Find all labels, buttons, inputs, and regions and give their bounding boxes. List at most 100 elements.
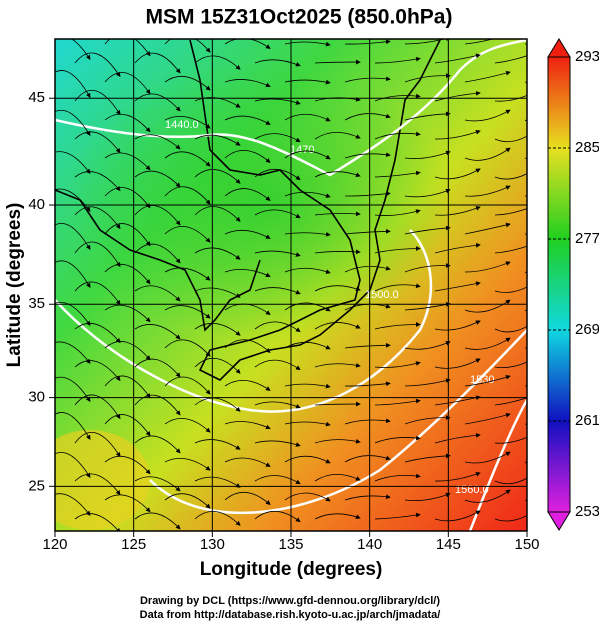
streamline (374, 209, 421, 216)
streamline (164, 151, 211, 167)
streamline (404, 150, 451, 159)
streamline (134, 134, 181, 150)
streamline (464, 374, 511, 387)
streamline (164, 339, 211, 357)
colorbar-body (547, 56, 571, 513)
streamline (164, 457, 211, 471)
streamline (74, 322, 121, 344)
streamline (74, 394, 121, 420)
streamline (74, 241, 121, 268)
streamline (164, 75, 211, 91)
streamline (404, 263, 451, 273)
streamline (104, 72, 151, 95)
streamline (344, 381, 391, 387)
streamline (314, 362, 361, 368)
streamline (404, 341, 451, 350)
streamline (494, 286, 527, 293)
streamline (164, 418, 211, 433)
streamline (404, 39, 451, 45)
streamline (254, 510, 301, 523)
x-tick-label: 135 (278, 536, 303, 553)
streamline (134, 358, 181, 378)
streamline (284, 302, 331, 312)
streamline (374, 170, 421, 178)
streamline (164, 267, 211, 281)
streamline (254, 209, 301, 219)
streamline (494, 515, 527, 522)
streamline (284, 150, 331, 160)
streamline (374, 473, 421, 482)
streamline (194, 397, 241, 412)
x-tick-label: 140 (357, 536, 382, 553)
streamline (74, 206, 121, 230)
y-tick-label: 45 (28, 89, 45, 106)
streamline (344, 152, 391, 159)
streamline (344, 494, 391, 501)
streamline (464, 39, 495, 45)
streamline (494, 397, 527, 406)
colorbar-extend (547, 38, 571, 58)
contour-label: 1470 (290, 144, 314, 156)
streamline (194, 55, 241, 70)
streamline (104, 375, 151, 399)
streamline (284, 492, 331, 502)
streamline (494, 55, 527, 64)
streamline (74, 171, 121, 192)
contour-label: 1500.0 (365, 289, 399, 301)
streamline (404, 188, 451, 198)
streamline (404, 73, 451, 83)
streamline (55, 412, 91, 440)
streamline (284, 231, 331, 237)
streamline (314, 438, 361, 444)
temperature-field (70, 60, 450, 340)
streamline (55, 110, 91, 136)
streamline (254, 250, 301, 257)
streamline (74, 513, 121, 531)
streamline (434, 432, 481, 444)
streamline (464, 222, 511, 235)
streamline (464, 109, 511, 122)
streamline (134, 52, 181, 74)
streamline (434, 471, 481, 482)
streamline (464, 147, 511, 161)
streamline (404, 415, 451, 425)
colorbar-tick-label: 253 (575, 503, 599, 520)
streamline (314, 473, 361, 482)
streamline (194, 206, 241, 222)
contour-label: 1530 (470, 374, 494, 386)
streamline (164, 39, 211, 53)
streamline (284, 383, 331, 389)
streamline (434, 358, 481, 369)
coastline (55, 189, 261, 332)
streamline (134, 394, 181, 416)
streamline (464, 185, 511, 197)
streamline (284, 191, 331, 198)
streamlines (55, 39, 527, 531)
colorbar-tick-label: 261 (575, 412, 599, 429)
map-area: 1440.0 1470 1500.0 1530 1560.0 (55, 39, 527, 531)
streamline (464, 451, 511, 464)
streamline (224, 39, 271, 49)
streamline (494, 135, 527, 143)
streamline (55, 223, 91, 250)
contour (55, 39, 527, 177)
grid (55, 39, 527, 531)
streamline (224, 492, 271, 506)
streamline (464, 412, 511, 425)
streamline (434, 242, 481, 254)
streamline (314, 132, 361, 140)
streamline (284, 41, 331, 47)
footer-line: Drawing by DCL (https://www.gfd-dennou.o… (140, 595, 440, 607)
streamline (55, 493, 91, 516)
x-axis-label: Longitude (degrees) (200, 559, 383, 580)
streamline (374, 93, 421, 102)
streamline (314, 171, 361, 178)
colorbar-tick-label: 277 (575, 230, 599, 247)
y-tick-label: 30 (28, 389, 45, 406)
footer-line: Data from http://database.rish.kyoto-u.a… (140, 609, 441, 621)
streamline (344, 191, 391, 197)
streamline (254, 287, 301, 295)
streamline (374, 361, 421, 368)
streamline (164, 493, 211, 509)
colorbar-extend (547, 511, 571, 531)
